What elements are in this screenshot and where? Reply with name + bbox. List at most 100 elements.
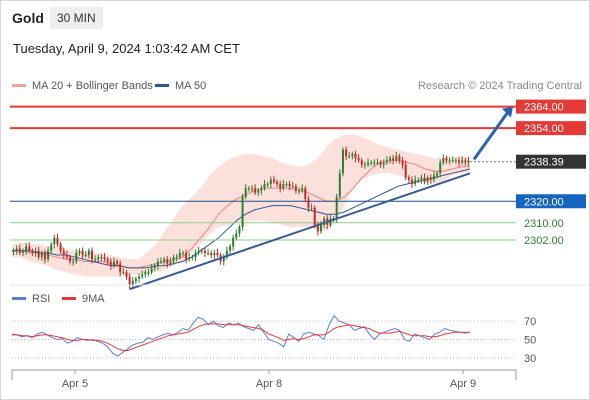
candle-body xyxy=(241,196,244,228)
candle-body xyxy=(363,164,366,166)
candle-body xyxy=(156,261,159,266)
candle-body xyxy=(285,184,288,186)
legend-ma50: MA 50 xyxy=(155,80,206,92)
forecast-arrow-head xyxy=(502,106,513,118)
candle-body xyxy=(225,250,228,258)
candle-body xyxy=(200,250,203,252)
candle-body xyxy=(423,177,426,182)
candle-body xyxy=(222,257,225,262)
candle-body xyxy=(291,186,294,188)
candle-body xyxy=(235,233,238,238)
candle-body xyxy=(138,276,141,279)
forecast-arrow-shaft xyxy=(472,109,511,161)
candle-body xyxy=(420,177,423,180)
candle-body xyxy=(150,267,153,273)
candle-body xyxy=(43,252,46,260)
candle-body xyxy=(109,261,112,266)
candle-body xyxy=(203,250,206,253)
candle-body xyxy=(84,255,87,257)
candle-body xyxy=(451,160,454,162)
level-tag-current xyxy=(516,154,586,169)
rsi-tick-label: 50 xyxy=(524,335,536,347)
candle-body xyxy=(53,237,56,245)
candle-body xyxy=(31,250,34,253)
candle-body xyxy=(373,162,376,164)
candle-body xyxy=(97,257,100,260)
rsi-tick-label: 30 xyxy=(524,353,536,365)
candle-body xyxy=(307,199,310,208)
level-label-current: 2338.39 xyxy=(524,157,564,169)
candle-body xyxy=(282,184,285,189)
candle-body xyxy=(34,250,37,253)
candle-body xyxy=(454,160,457,162)
x-tick-label: Apr 9 xyxy=(450,378,476,390)
level-label-resistance: 2354.00 xyxy=(524,123,564,135)
candle-body xyxy=(442,158,445,163)
candle-body xyxy=(147,272,150,274)
ma20-swatch-icon xyxy=(12,83,26,87)
candle-body xyxy=(181,252,184,254)
candle-body xyxy=(417,179,420,181)
candle-body xyxy=(319,224,322,232)
candle-body xyxy=(37,250,40,258)
candle-body xyxy=(188,257,191,260)
candle-body xyxy=(100,257,103,259)
candle-body xyxy=(404,164,407,178)
level-label-support: 2302.00 xyxy=(524,235,564,247)
candle-body xyxy=(367,162,370,165)
candle-body xyxy=(185,252,188,260)
candle-body xyxy=(272,179,275,182)
candle-body xyxy=(301,188,304,191)
candle-body xyxy=(395,156,398,161)
ma20-line xyxy=(12,159,470,269)
candle-body xyxy=(257,190,260,193)
level-label-support: 2310.00 xyxy=(524,218,564,230)
candle-body xyxy=(106,259,109,262)
candle-body xyxy=(163,259,166,262)
candle-body xyxy=(276,181,279,185)
candle-body xyxy=(103,257,106,260)
legend-9ma: 9MA xyxy=(62,293,105,305)
instrument-title: Gold xyxy=(12,10,44,26)
candle-body xyxy=(131,280,134,286)
candle-body xyxy=(134,278,137,281)
candle-body xyxy=(207,252,210,254)
candle-body xyxy=(112,261,115,266)
candle-body xyxy=(119,263,122,273)
candle-body xyxy=(175,257,178,259)
legend-9ma-label: 9MA xyxy=(82,293,105,305)
candle-body xyxy=(313,207,316,225)
interval-badge[interactable]: 30 MIN xyxy=(50,7,103,29)
level-tag-resistance xyxy=(516,99,586,114)
candle-body xyxy=(238,227,241,234)
candle-body xyxy=(47,250,50,260)
candle-body xyxy=(304,188,307,200)
candle-body xyxy=(178,252,181,258)
candle-body xyxy=(414,179,417,185)
candle-body xyxy=(294,186,297,191)
candle-body xyxy=(153,265,156,268)
candle-body xyxy=(436,173,439,176)
candle-body xyxy=(398,156,401,161)
candle-body xyxy=(18,248,21,253)
candle-body xyxy=(458,160,461,163)
candle-body xyxy=(429,177,432,180)
trendline xyxy=(129,172,471,291)
candle-body xyxy=(467,160,470,163)
candle-body xyxy=(335,196,338,219)
candle-body xyxy=(385,160,388,163)
candle-body xyxy=(432,175,435,180)
timestamp: Tuesday, April 9, 2024 1:03:42 AM CET xyxy=(13,41,240,56)
credit-text: Research © 2024 Trading Central xyxy=(417,80,582,92)
candle-body xyxy=(247,188,250,190)
candle-body xyxy=(345,149,348,157)
candle-body xyxy=(448,160,451,162)
ma50-swatch-icon xyxy=(155,83,169,87)
rsi-swatch-icon xyxy=(12,296,26,300)
candle-body xyxy=(72,261,75,263)
candle-body xyxy=(323,218,326,225)
candle-body xyxy=(56,237,59,245)
ma9-swatch-icon xyxy=(62,296,76,300)
candle-body xyxy=(266,184,269,186)
